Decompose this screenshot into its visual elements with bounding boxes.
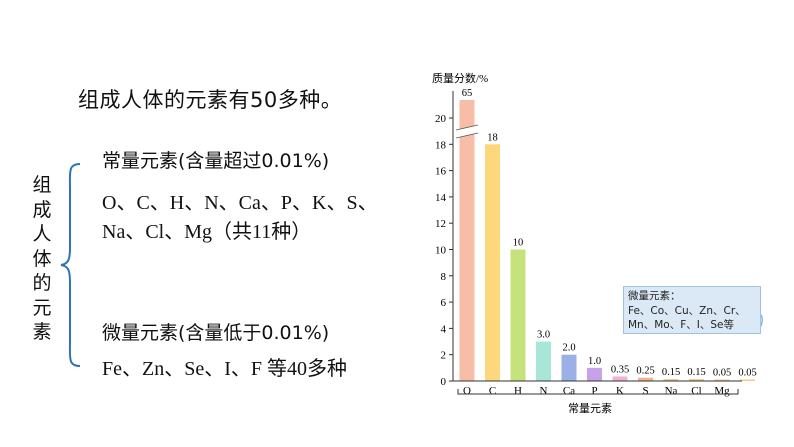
x-tick-label: N xyxy=(540,385,548,397)
bar-value-label: 0.05 xyxy=(713,368,731,379)
bar xyxy=(485,144,500,381)
y-tick-label: 6 xyxy=(441,297,447,309)
bar-value-label: 3.0 xyxy=(537,330,550,341)
trace-heading: 微量元素(含量低于0.01%) xyxy=(102,322,330,344)
x-tick-label: Na xyxy=(665,385,678,397)
y-tick-label: 2 xyxy=(441,350,447,362)
bar-value-label: 0.15 xyxy=(662,367,680,378)
x-axis-label: 常量元素 xyxy=(568,402,612,415)
bar-value-label: 65 xyxy=(462,88,473,99)
element-mass-chart: 质量分数/% 0 2 4 6 8 10 12 14 16 18 20 65 18 10 3.0 2.0 1.0… xyxy=(432,72,763,415)
callout-title: 微量元素： xyxy=(628,290,681,302)
bar-value-label: 18 xyxy=(487,132,498,143)
bar xyxy=(561,354,577,381)
y-tick-label: 20 xyxy=(435,113,447,125)
axis-break-gap xyxy=(456,125,478,138)
x-tick-label: S xyxy=(642,385,648,397)
y-tick-label: 14 xyxy=(435,192,447,204)
x-tick-label: Cl xyxy=(691,385,701,397)
bar xyxy=(612,376,628,381)
callout-line1: Fe、Co、Cu、Zn、Cr、 xyxy=(628,304,746,317)
bar-value-label: 2.0 xyxy=(562,343,575,354)
y-tick-label: 8 xyxy=(441,271,447,283)
y-tick-label: 16 xyxy=(435,166,447,178)
bar-value-label: 10 xyxy=(513,238,524,249)
intro-text: 组成人体的元素有50多种。 xyxy=(78,88,343,112)
bar xyxy=(740,379,755,381)
x-tick-label: H xyxy=(514,385,522,397)
bar xyxy=(536,341,551,381)
side-vertical-label: 组成人体的元素 xyxy=(32,174,52,343)
bar xyxy=(714,379,730,381)
y-tick-label: 12 xyxy=(435,218,446,230)
x-tick-label: P xyxy=(591,385,597,397)
bar-value-label: 1.0 xyxy=(588,356,601,367)
y-tick-label: 18 xyxy=(435,139,447,151)
trace-elements-callout: 微量元素： Fe、Co、Cu、Zn、Cr、 Mn、Mo、F、I、Se等 xyxy=(623,286,761,334)
x-tick-label: K xyxy=(616,385,624,397)
x-tick-label: Ca xyxy=(563,385,575,397)
y-tick-label: 4 xyxy=(441,323,447,335)
left-brace xyxy=(60,163,81,367)
major-heading: 常量元素(含量超过0.01%) xyxy=(102,150,330,172)
bar xyxy=(663,379,679,381)
major-list-line1: O、C、H、N、Ca、P、K、S、 xyxy=(102,192,378,214)
x-tick-label: Mg xyxy=(714,385,730,397)
bar xyxy=(459,100,475,381)
x-tick-label: O xyxy=(463,385,471,397)
x-axis-bracket xyxy=(457,389,739,395)
callout-line2: Mn、Mo、F、I、Se等 xyxy=(628,319,734,331)
x-tick-label: C xyxy=(489,385,496,397)
axis-break-mark xyxy=(455,132,479,139)
bar-value-label: 0.05 xyxy=(738,368,756,379)
bar-value-label: 0.25 xyxy=(636,366,654,377)
bar xyxy=(689,379,704,381)
bar-value-label: 0.35 xyxy=(611,364,629,375)
bar xyxy=(587,367,602,381)
trace-list-line1: Fe、Zn、Se、I、F 等40多种 xyxy=(102,358,347,380)
y-tick-label: 10 xyxy=(435,245,447,257)
major-list-line2: Na、Cl、Mg（共11种） xyxy=(102,221,312,243)
y-axis-label: 质量分数/% xyxy=(432,72,488,85)
bar xyxy=(638,377,653,381)
bar-value-label: 0.15 xyxy=(687,367,705,378)
bar xyxy=(510,249,526,381)
y-tick-label: 0 xyxy=(441,376,447,388)
axis-break-mark xyxy=(455,124,479,131)
